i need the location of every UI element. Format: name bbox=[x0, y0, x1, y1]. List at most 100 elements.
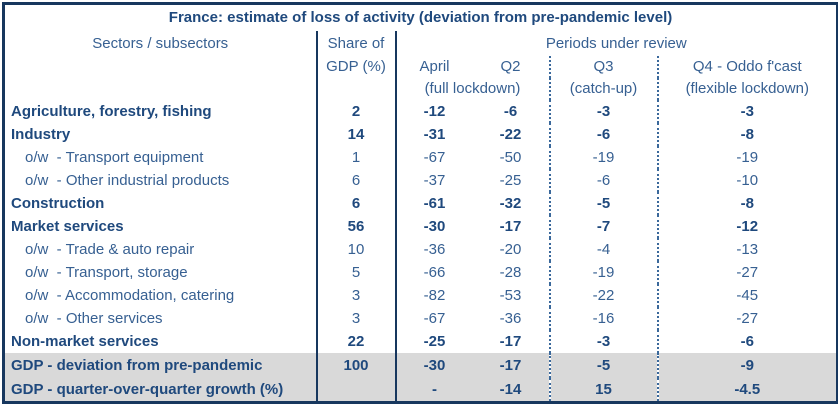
header-row-1: Sectors / subsectors Share of Periods un… bbox=[4, 30, 838, 56]
april-value: -36 bbox=[423, 240, 446, 258]
q3-value: -6 bbox=[548, 168, 658, 192]
header-col-april: April bbox=[419, 58, 450, 75]
q4-value: -12 bbox=[656, 214, 838, 238]
q4-value: -10 bbox=[656, 168, 838, 192]
april-value: -82 bbox=[423, 286, 446, 304]
q2-value: -17 bbox=[499, 332, 522, 350]
share-value: 6 bbox=[315, 168, 397, 192]
q3-value: -3 bbox=[548, 99, 658, 123]
table-row: o/w - Transport equipment 1 -67 -50 -19 … bbox=[4, 145, 838, 169]
share-value: 3 bbox=[315, 283, 397, 307]
sector-label: o/w - Transport equipment bbox=[25, 148, 204, 166]
q2-value: -6 bbox=[503, 102, 518, 120]
sector-label: Agriculture, forestry, fishing bbox=[11, 102, 212, 120]
share-value bbox=[315, 377, 397, 403]
q3-value: -6 bbox=[548, 122, 658, 146]
table-row: o/w - Other services 3 -67 -36 -16 -27 bbox=[4, 306, 838, 330]
q4-value: -8 bbox=[656, 191, 838, 215]
q3-value: 15 bbox=[548, 377, 658, 403]
sector-label: GDP - quarter-over-quarter growth (%) bbox=[3, 377, 317, 403]
sector-label: o/w - Other services bbox=[25, 309, 163, 327]
q2-value: -17 bbox=[499, 217, 522, 235]
sector-label: Industry bbox=[11, 125, 71, 143]
april-value: -67 bbox=[423, 148, 446, 166]
sector-label: Non-market services bbox=[11, 332, 159, 350]
q3-value: -5 bbox=[548, 191, 658, 215]
q2-value: -53 bbox=[499, 286, 522, 304]
table-row: o/w - Accommodation, catering 3 -82 -53 … bbox=[4, 283, 838, 307]
april-value: -30 bbox=[395, 352, 473, 378]
header-share-spacer bbox=[315, 77, 397, 100]
q3-value: -22 bbox=[548, 283, 658, 307]
gdp-summary-row: GDP - quarter-over-quarter growth (%) - … bbox=[3, 377, 838, 403]
sector-label: o/w - Trade & auto repair bbox=[25, 240, 195, 258]
q3-value: -3 bbox=[548, 329, 658, 353]
april-value: - bbox=[395, 377, 473, 403]
april-value: -12 bbox=[423, 102, 446, 120]
q2-value: -36 bbox=[499, 309, 522, 327]
q2-value: -25 bbox=[499, 171, 522, 189]
q2-value: -14 bbox=[472, 377, 550, 403]
header-col-q3: Q3 bbox=[548, 55, 658, 78]
share-value: 56 bbox=[315, 214, 397, 238]
q2-value: -22 bbox=[499, 125, 522, 143]
share-value: 22 bbox=[315, 329, 397, 353]
april-value: -37 bbox=[423, 171, 446, 189]
share-value: 3 bbox=[315, 306, 397, 330]
table-row: Industry 14 -31 -22 -6 -8 bbox=[4, 122, 838, 146]
table-title: France: estimate of loss of activity (de… bbox=[168, 9, 673, 27]
header-share-line1: Share of bbox=[315, 30, 397, 56]
header-sub-flexible-lockdown: (flexible lockdown) bbox=[656, 77, 838, 100]
table-row: Market services 56 -30 -17 -7 -12 bbox=[4, 214, 838, 238]
header-sectors-spacer bbox=[4, 56, 317, 78]
header-sub-full-lockdown: (full lockdown) bbox=[424, 80, 521, 97]
table-row: Non-market services 22 -25 -17 -3 -6 bbox=[4, 329, 838, 353]
q3-value: -19 bbox=[548, 145, 658, 169]
header-sectors: Sectors / subsectors bbox=[92, 34, 229, 52]
sector-label: o/w - Other industrial products bbox=[25, 171, 230, 189]
share-value: 6 bbox=[315, 191, 397, 215]
april-value: -30 bbox=[423, 217, 446, 235]
q4-value: -4.5 bbox=[656, 377, 838, 403]
april-value: -25 bbox=[423, 332, 446, 350]
table-row: Agriculture, forestry, fishing 2 -12 -6 … bbox=[4, 99, 838, 123]
q4-value: -19 bbox=[656, 145, 838, 169]
q4-value: -27 bbox=[656, 260, 838, 284]
share-value: 100 bbox=[315, 352, 397, 378]
q3-value: -19 bbox=[548, 260, 658, 284]
q4-value: -8 bbox=[656, 122, 838, 146]
share-value: 2 bbox=[315, 99, 397, 123]
april-value: -31 bbox=[423, 125, 446, 143]
header-periods-group: Periods under review bbox=[394, 30, 838, 56]
sector-label: GDP - deviation from pre-pandemic bbox=[3, 352, 317, 378]
header-row-3: (full lockdown) (catch-up) (flexible loc… bbox=[4, 77, 838, 100]
q3-value: -5 bbox=[548, 352, 658, 378]
share-value: 5 bbox=[315, 260, 397, 284]
header-share-line2: GDP (%) bbox=[315, 55, 397, 78]
table-title-row: France: estimate of loss of activity (de… bbox=[4, 4, 838, 31]
q4-value: -9 bbox=[656, 352, 838, 378]
q4-value: -45 bbox=[656, 283, 838, 307]
share-value: 10 bbox=[315, 237, 397, 261]
q4-value: -13 bbox=[656, 237, 838, 261]
q3-value: -16 bbox=[548, 306, 658, 330]
q3-value: -7 bbox=[548, 214, 658, 238]
header-col-q4: Q4 - Oddo f'cast bbox=[656, 55, 838, 78]
header-sub-catch-up: (catch-up) bbox=[548, 77, 658, 100]
sector-label: o/w - Transport, storage bbox=[25, 263, 188, 281]
q2-value: -32 bbox=[499, 194, 522, 212]
header-col-q2: Q2 bbox=[500, 58, 521, 75]
april-value: -61 bbox=[423, 194, 446, 212]
q2-value: -28 bbox=[499, 263, 522, 281]
april-value: -67 bbox=[423, 309, 446, 327]
q3-value: -4 bbox=[548, 237, 658, 261]
table-row: o/w - Other industrial products 6 -37 -2… bbox=[4, 168, 838, 192]
april-value: -66 bbox=[423, 263, 446, 281]
q4-value: -27 bbox=[656, 306, 838, 330]
table-row: o/w - Transport, storage 5 -66 -28 -19 -… bbox=[4, 260, 838, 284]
table-row: o/w - Trade & auto repair 10 -36 -20 -4 … bbox=[4, 237, 838, 261]
sector-label: Market services bbox=[11, 217, 124, 235]
q4-value: -6 bbox=[656, 329, 838, 353]
q2-value: -17 bbox=[472, 352, 550, 378]
